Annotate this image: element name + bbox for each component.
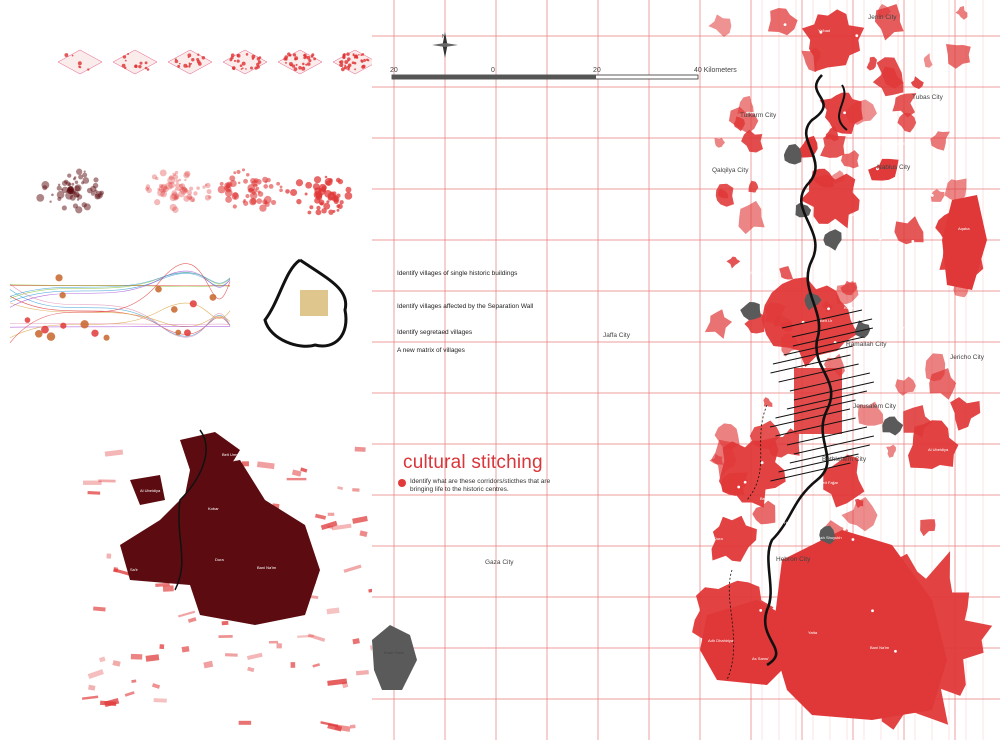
scale-label-0: 20: [390, 67, 398, 74]
city-label-jenin: Jenin City: [868, 14, 897, 21]
iso-tile: [277, 49, 323, 75]
village-label-12: Yatta: [808, 630, 818, 635]
village-territories: [692, 4, 993, 730]
iso-tile: [112, 49, 158, 75]
village-label-4: Aqraba: [885, 290, 898, 295]
iso-tile: [57, 49, 103, 75]
density-cloud: [36, 168, 104, 214]
city-label-hebron: Hebron City: [776, 556, 811, 563]
city-label-qalqilya: Qalqilya City: [712, 167, 749, 174]
dark-label-1: Sa'ir: [130, 567, 138, 572]
svg-text:N: N: [442, 34, 446, 40]
city-label-jaffa: Jaffa City: [603, 332, 630, 339]
density-cloud: [145, 169, 212, 214]
legend-item-historic-buildings: Identify villages of single historic bui…: [397, 270, 518, 277]
village-label-11: Bani Na'im: [870, 645, 890, 650]
village-label-2: Asira ash Shamaliya: [873, 141, 910, 146]
city-label-tubas: Tubas City: [912, 94, 943, 101]
city-label-jerusalem: Jerusalem City: [853, 403, 896, 410]
legend-item-separation-wall: Identify villages affected by the Separa…: [397, 303, 534, 310]
density-cloud: [217, 168, 283, 212]
density-cloud: [285, 175, 353, 216]
dark-label-3: Halhul: [174, 588, 186, 593]
village-label-6: Beit Ur: [820, 318, 833, 323]
dark-label-5: Al Ubeidiya: [140, 488, 161, 493]
legend-item-segregated: Identify segretaed villages: [397, 329, 473, 336]
village-label-16: Beit Ummar: [760, 496, 782, 501]
iso-tile: [167, 49, 213, 75]
stitching-corridors: [726, 74, 874, 681]
cultural-stitching-description: Identify what are these corridors/sticth…: [410, 478, 551, 493]
scale-label-1: 0: [491, 67, 495, 74]
legend-item-new-matrix: A new matrix of villages: [397, 347, 465, 354]
village-label-8: Taybeh: [898, 325, 911, 330]
city-label-khan-yunis: Khan Yunis: [384, 650, 405, 655]
map-canvas: [372, 0, 1000, 740]
scale-label-2: 20: [593, 67, 601, 74]
city-label-gaza: Gaza City: [485, 559, 514, 566]
village-label-17: Halhul: [784, 520, 796, 525]
city-label-jericho: Jericho City: [950, 354, 984, 361]
city-label-nablus: Nablus City: [877, 164, 911, 171]
dark-label-6: Kobar: [208, 506, 219, 511]
village-label-10: Za'tara: [850, 212, 863, 217]
village-label-1: Aqaba: [958, 226, 970, 231]
city-label-ramallah: Ramallah City: [846, 341, 887, 348]
village-label-9: Al Ubeidiya: [928, 447, 949, 452]
corridor-core: [300, 290, 328, 316]
village-label-5: Deir Ghassana: [742, 270, 769, 275]
village-label-3: Beit Furik: [877, 208, 894, 213]
scale-bar: [391, 74, 699, 80]
dark-label-2: Dura: [215, 557, 224, 562]
analysis-sketches-panel: Beit Ummar Sa'ir Dura Halhul Bani Na'im …: [0, 0, 372, 740]
dark-label-4: Bani Na'im: [257, 565, 277, 570]
village-label-14: As Samu': [752, 656, 769, 661]
dark-village-map: [81, 429, 372, 732]
village-label-15: Dura: [714, 536, 723, 541]
cultural-stitching-title: cultural stitching: [403, 452, 543, 473]
village-label-0: Ya'bad: [818, 28, 831, 33]
village-label-20: Beit Fajjar: [820, 480, 839, 485]
city-label-bethlehem: Bethlehem City: [822, 456, 867, 463]
corridor-diagram: [263, 258, 348, 348]
west-bank-map: [372, 0, 1000, 740]
analysis-sketches-canvas: [9, 49, 372, 732]
iso-tile: [332, 49, 372, 75]
iso-tile: [222, 49, 268, 75]
stitching-bullet-icon: [398, 479, 406, 487]
village-label-18: Sa'ir: [826, 498, 834, 503]
city-label-tulkarm: Tulkarm City: [740, 112, 777, 119]
village-label-19: Ash Shuyukh: [818, 535, 842, 540]
north-arrow-icon: N: [432, 32, 458, 58]
scale-label-3: 40 Kilometers: [694, 67, 737, 74]
village-label-7: Kobar: [844, 305, 855, 310]
segregated-villages: [372, 144, 904, 690]
village-label-13: Adh Dhahiriya: [708, 638, 734, 643]
dark-label-0: Beit Ummar: [222, 452, 244, 457]
